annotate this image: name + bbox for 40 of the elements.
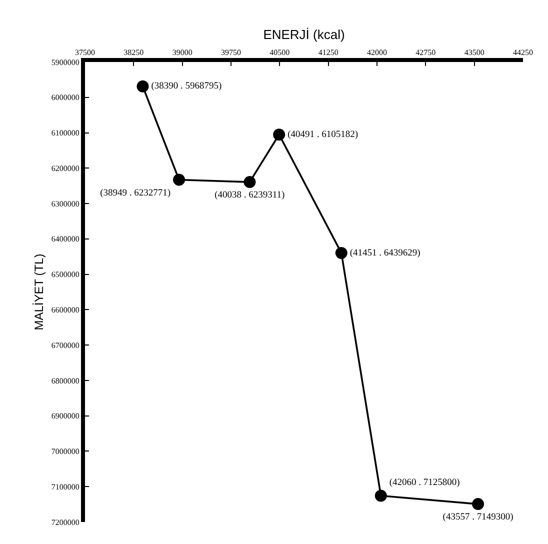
x-tick-label: 39750: [221, 48, 241, 57]
data-label: (38949 . 6232771): [100, 188, 171, 198]
y-tick-label: 6400000: [51, 234, 80, 244]
point: [374, 490, 387, 502]
x-tick-label: 37500: [75, 48, 95, 57]
x-tick-label: 41250: [318, 48, 338, 57]
y-tick-label: 6700000: [51, 340, 80, 350]
y-tick-label: 5900000: [51, 58, 80, 67]
data-label: (43557 . 7149300): [442, 512, 514, 523]
x-tick-label: 42000: [367, 48, 387, 57]
y-tick-label: 6300000: [51, 199, 80, 208]
point: [244, 176, 256, 188]
y-tick-label: 6100000: [51, 128, 80, 138]
y-axis-title: MALİYET (TL): [32, 254, 46, 330]
x-tick-label: 42750: [416, 48, 436, 57]
data-label: (38390 . 5968795): [151, 82, 222, 92]
data-label: (40491 . 6105182): [288, 130, 358, 140]
x-tick-label: 44250: [513, 48, 533, 57]
data-label: (41451 . 6439629): [350, 248, 420, 258]
y-tick-label: 6200000: [51, 164, 80, 173]
y-tick-label: 7200000: [51, 518, 80, 527]
y-tick-label: 7100000: [51, 482, 80, 492]
y-tick-label: 7000000: [51, 447, 80, 456]
y-tick-label: 6900000: [51, 412, 80, 421]
x-tick-label: 39000: [172, 48, 192, 57]
x-axis-title: ENERJİ (kcal): [263, 27, 345, 42]
x-tick-label: 38250: [124, 48, 144, 57]
x-tick-label: 40500: [270, 48, 290, 57]
data-label: (42060 . 7125800): [389, 478, 460, 488]
point: [472, 498, 484, 510]
x-tick-label: 43500: [464, 48, 484, 57]
point: [273, 128, 286, 141]
y-tick-label: 6800000: [51, 376, 80, 386]
point: [136, 80, 149, 92]
point: [173, 174, 186, 186]
data-label: (40038 . 6239311): [214, 190, 285, 201]
point: [335, 246, 348, 259]
y-tick-label: 6500000: [51, 270, 80, 280]
y-tick-label: 6000000: [51, 93, 80, 102]
y-tick-label: 6600000: [51, 305, 80, 314]
